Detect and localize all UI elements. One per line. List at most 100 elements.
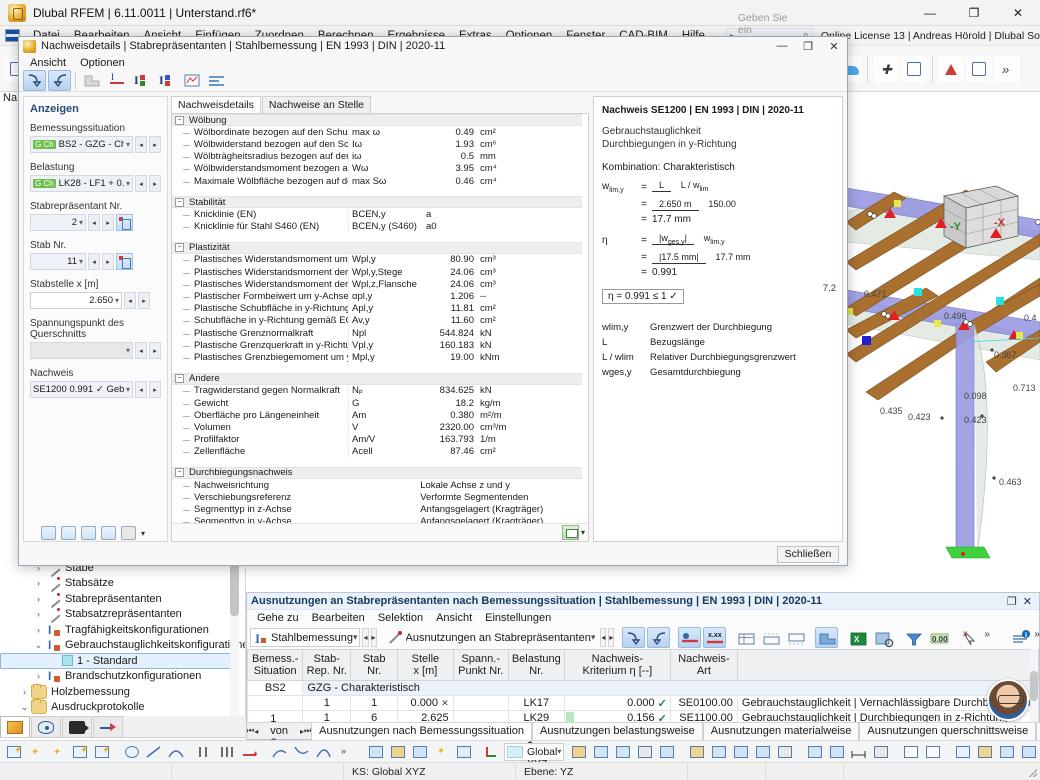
- param-prev-button[interactable]: ◂: [135, 381, 147, 398]
- info-button[interactable]: i: [1008, 627, 1031, 648]
- navigator-tab-visibility[interactable]: [31, 716, 61, 737]
- detail-row[interactable]: Wölbordinate bezogen auf den Schubmittel…: [172, 126, 582, 138]
- support-chat-avatar[interactable]: [987, 679, 1029, 721]
- more-tools-button[interactable]: »: [341, 745, 347, 756]
- coordinate-system-select[interactable]: 1 - Global XYZ ▾: [504, 741, 565, 762]
- chevron-down-icon[interactable]: ▾: [580, 528, 585, 537]
- results-grid[interactable]: Bemess.- Situation Stab- Rep. Nr. Stab N…: [247, 649, 1039, 723]
- detail-image-icon[interactable]: [101, 526, 116, 540]
- chevron-down-icon[interactable]: ⌄: [20, 701, 29, 712]
- dialog-minimize-button[interactable]: —: [776, 40, 788, 52]
- view-front-button[interactable]: [709, 743, 729, 761]
- addon-prev-button[interactable]: ◂: [362, 628, 369, 647]
- detail-list-icon[interactable]: [61, 526, 76, 540]
- navigator-tab-camera[interactable]: [62, 716, 92, 737]
- load-tool-button[interactable]: [218, 743, 238, 761]
- snap-ortho-button[interactable]: ✦: [92, 743, 112, 761]
- decimal-places-button[interactable]: 0.00: [927, 627, 950, 648]
- tree-item-1-standard[interactable]: · 1 - Standard: [0, 653, 232, 669]
- chevron-right-icon[interactable]: ›: [37, 671, 40, 682]
- table-select[interactable]: Ausnutzungen an Stabrepräsentanten ▾: [385, 628, 599, 647]
- collapse-icon[interactable]: −: [175, 197, 184, 207]
- chevron-down-icon[interactable]: ▾: [125, 346, 130, 355]
- clipping-button[interactable]: [827, 743, 847, 761]
- scale-objects-button[interactable]: [635, 743, 655, 761]
- results-menu-selektion[interactable]: Selektion: [377, 612, 424, 624]
- tree-item-document[interactable]: ·: [0, 715, 232, 716]
- param-input-2[interactable]: 2 ▾: [30, 214, 86, 231]
- param-next-button[interactable]: ▸: [149, 342, 161, 359]
- page-next-button[interactable]: ▸: [299, 726, 304, 736]
- collapse-icon[interactable]: −: [175, 374, 184, 384]
- member-load-button[interactable]: [240, 743, 260, 761]
- results-grid-scrollbar[interactable]: [1030, 649, 1038, 723]
- table-delete-row-button[interactable]: [784, 627, 807, 648]
- detail-row[interactable]: Segmenttyp in y-Achse Anfangsgelagert (Kr…: [172, 516, 582, 528]
- table-prev-button[interactable]: ◂: [600, 628, 607, 647]
- cell-art-desc[interactable]: Gebrauchstauglichkeit | Durchbiegungen i…: [736, 710, 1039, 723]
- cross-section-z-button[interactable]: I: [155, 70, 178, 91]
- chevron-down-icon[interactable]: ▾: [125, 179, 130, 188]
- table-settings-button[interactable]: [871, 627, 894, 648]
- param-next-button[interactable]: ▸: [149, 381, 161, 398]
- scrollbar-thumb[interactable]: [1030, 671, 1038, 701]
- zoom-view-button[interactable]: [901, 56, 927, 82]
- print-detail-button[interactable]: [561, 525, 579, 540]
- chevron-right-icon[interactable]: ·: [47, 656, 60, 666]
- detail-row[interactable]: Oberfläche pro Längeneinheit Am 0.380 m²/m: [172, 409, 582, 421]
- table-row[interactable]: 1 6 2.625 LK29 0.156 ✓ SE1100.00 Gebrauchstaug…: [247, 710, 1039, 723]
- param-next-button[interactable]: ▸: [102, 253, 114, 270]
- pick-from-graphic-button[interactable]: [116, 214, 133, 231]
- grid-snap-button[interactable]: [901, 743, 921, 761]
- render-transparent-button[interactable]: [410, 743, 430, 761]
- cell-belastung[interactable]: LK17: [507, 695, 565, 711]
- chevron-right-icon[interactable]: ›: [23, 686, 26, 697]
- wire-mode-button[interactable]: [966, 56, 992, 82]
- cell-spann[interactable]: [452, 695, 509, 711]
- minimize-button[interactable]: —: [924, 5, 936, 20]
- select-in-graphic-button[interactable]: [23, 70, 46, 91]
- results-panel-restore-button[interactable]: ❐: [1006, 595, 1017, 608]
- detail-row[interactable]: Zellenfläche Acell 87.46 cm²: [172, 446, 582, 458]
- snap-grid-button[interactable]: ✦: [4, 743, 24, 761]
- chevron-down-icon[interactable]: ▾: [352, 632, 358, 642]
- tree-item-tragf-higkeitskonfigurationen[interactable]: › Tragfähigkeitskonfigurationen: [0, 622, 232, 638]
- render-wire-button[interactable]: [388, 743, 408, 761]
- tree-item-stabrepr-sentanten[interactable]: › Stabrepräsentanten: [0, 591, 232, 607]
- detail-row[interactable]: Plastisches Grenzbiegemoment um y-AchseM…: [172, 351, 582, 363]
- param-next-button[interactable]: ▸: [138, 292, 150, 309]
- select-in-dialog-button[interactable]: [48, 70, 71, 91]
- cell-stab-nr[interactable]: 1: [350, 695, 399, 711]
- scrollbar-thumb[interactable]: [230, 560, 239, 616]
- dialog-menu-ansicht[interactable]: Ansicht: [30, 56, 67, 69]
- array-objects-button[interactable]: [657, 743, 677, 761]
- param-input-5[interactable]: ▾: [30, 342, 133, 359]
- chevron-down-icon[interactable]: ▾: [125, 385, 130, 394]
- detail-row[interactable]: Profilfaktor Am/V 163.793 1/m: [172, 434, 582, 446]
- chevron-right-icon[interactable]: ›: [37, 562, 40, 573]
- detail-settings-icon[interactable]: [41, 526, 56, 540]
- pick-from-graphic-button[interactable]: [116, 253, 133, 270]
- language-flag-icon[interactable]: [5, 29, 20, 42]
- tree-item-stabsatzrepr-sentanten[interactable]: › Stabsatzrepräsentanten: [0, 607, 232, 623]
- detail-group-header[interactable]: − Andere: [172, 372, 582, 385]
- node-tool-button[interactable]: [122, 743, 142, 761]
- close-button[interactable]: ✕: [1012, 5, 1024, 20]
- detail-row[interactable]: Segmenttyp in z-Achse Anfangsgelagert (Kr…: [172, 503, 582, 515]
- resize-grip[interactable]: [1027, 766, 1037, 777]
- result-tab-nach-bemessungssituation[interactable]: Ausnutzungen nach Bemessungssituation: [311, 722, 533, 740]
- detail-row[interactable]: Plastisches Widerstandsmoment der Stege …: [172, 266, 582, 278]
- detail-values-table[interactable]: − Wölbung Wölbordinate bezogen auf den Sch…: [171, 113, 589, 542]
- arc-tool-button[interactable]: [166, 743, 186, 761]
- view-iso-button[interactable]: [687, 743, 707, 761]
- param-next-button[interactable]: ▸: [149, 175, 161, 192]
- detail-row[interactable]: Knicklinie für Stahl S460 (EN) BCEN,y (S4…: [172, 221, 582, 233]
- cross-section-y-button[interactable]: I: [130, 70, 153, 91]
- clear-selection-button[interactable]: x: [958, 627, 981, 648]
- result-tab-belastungsweise[interactable]: Ausnutzungen belastungsweise: [532, 722, 703, 740]
- collapse-icon[interactable]: −: [175, 468, 184, 478]
- support-tool-button[interactable]: [196, 743, 216, 761]
- chevron-down-icon[interactable]: ▾: [114, 296, 119, 305]
- mirror-objects-button[interactable]: [613, 743, 633, 761]
